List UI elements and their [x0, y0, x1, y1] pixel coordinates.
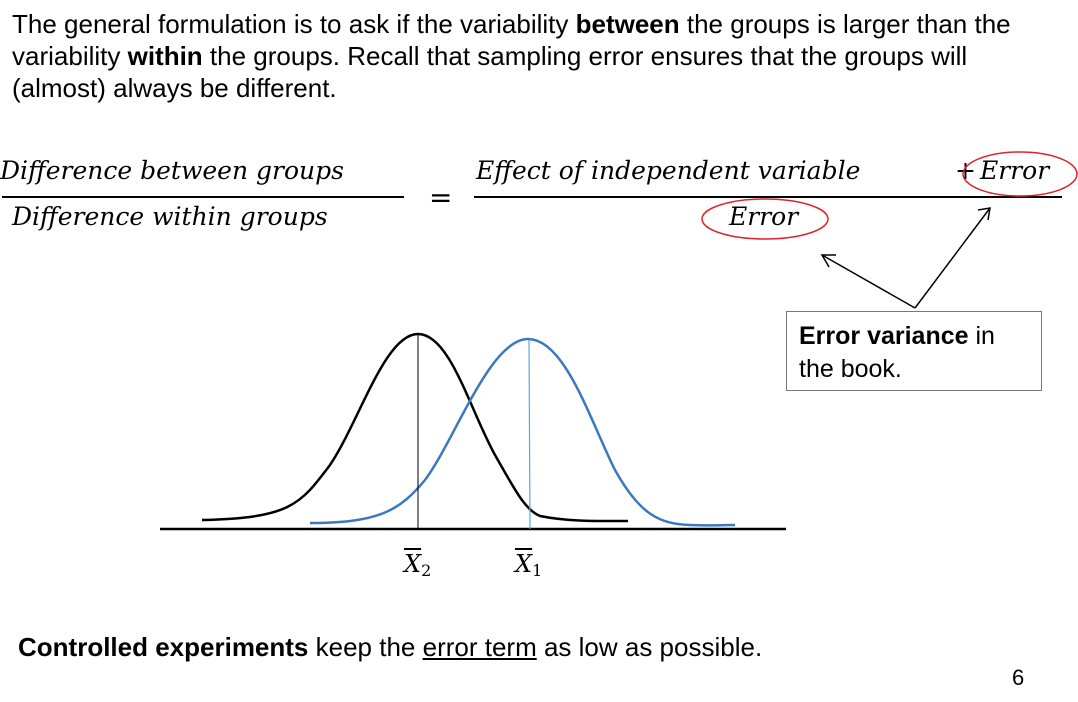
- intro-text-1: The general formulation is to ask if the…: [12, 9, 576, 39]
- conclusion-underlined: error term: [422, 632, 537, 662]
- arrow-to-numerator: [914, 207, 991, 309]
- group2-distribution-curve: [201, 332, 629, 523]
- callout-text-2: the book.: [799, 355, 902, 383]
- rhs-denominator: Error: [729, 202, 799, 231]
- x2-symbol: X: [404, 550, 422, 578]
- intro-paragraph: The general formulation is to ask if the…: [12, 8, 1062, 104]
- rhs-numerator-error: Error: [980, 156, 1050, 185]
- intro-bold-between: between: [575, 9, 680, 39]
- intro-bold-within: within: [127, 41, 203, 71]
- intro-text-2: the groups is larger than the variabilit…: [12, 9, 1011, 71]
- group1-mean-line: [528, 339, 531, 530]
- x2-subscript: 2: [421, 561, 432, 580]
- intro-text-3: the groups. Recall that sampling error e…: [12, 41, 968, 103]
- error-variance-callout: Error variance in the book.: [786, 311, 1042, 391]
- error-numerator-ellipse: [962, 151, 1078, 197]
- rhs-numerator-main: Effect of independent variable: [476, 156, 861, 185]
- arrow-to-denominator: [821, 254, 916, 309]
- group1-distribution-curve: [309, 337, 736, 527]
- callout-text-1: in: [968, 322, 995, 350]
- x1-mean-label: X1: [515, 550, 542, 580]
- equals-sign: =: [429, 181, 453, 214]
- x1-subscript: 1: [532, 561, 543, 580]
- lhs-numerator: Difference between groups: [0, 156, 344, 185]
- page-number: 6: [1012, 665, 1025, 690]
- arrowhead-denominator: [820, 254, 836, 268]
- conclusion-sentence: Controlled experiments keep the error te…: [18, 632, 762, 663]
- conclusion-text-1: keep the: [308, 632, 423, 662]
- conclusion-text-2: as low as possible.: [536, 632, 763, 662]
- callout-bold: Error variance: [799, 322, 969, 350]
- arrowhead-numerator: [977, 207, 991, 221]
- x2-mean-label: X2: [404, 550, 431, 580]
- conclusion-bold: Controlled experiments: [18, 632, 309, 662]
- error-denominator-ellipse: [701, 198, 829, 240]
- x1-symbol: X: [515, 550, 533, 578]
- lhs-denominator: Difference within groups: [12, 202, 328, 231]
